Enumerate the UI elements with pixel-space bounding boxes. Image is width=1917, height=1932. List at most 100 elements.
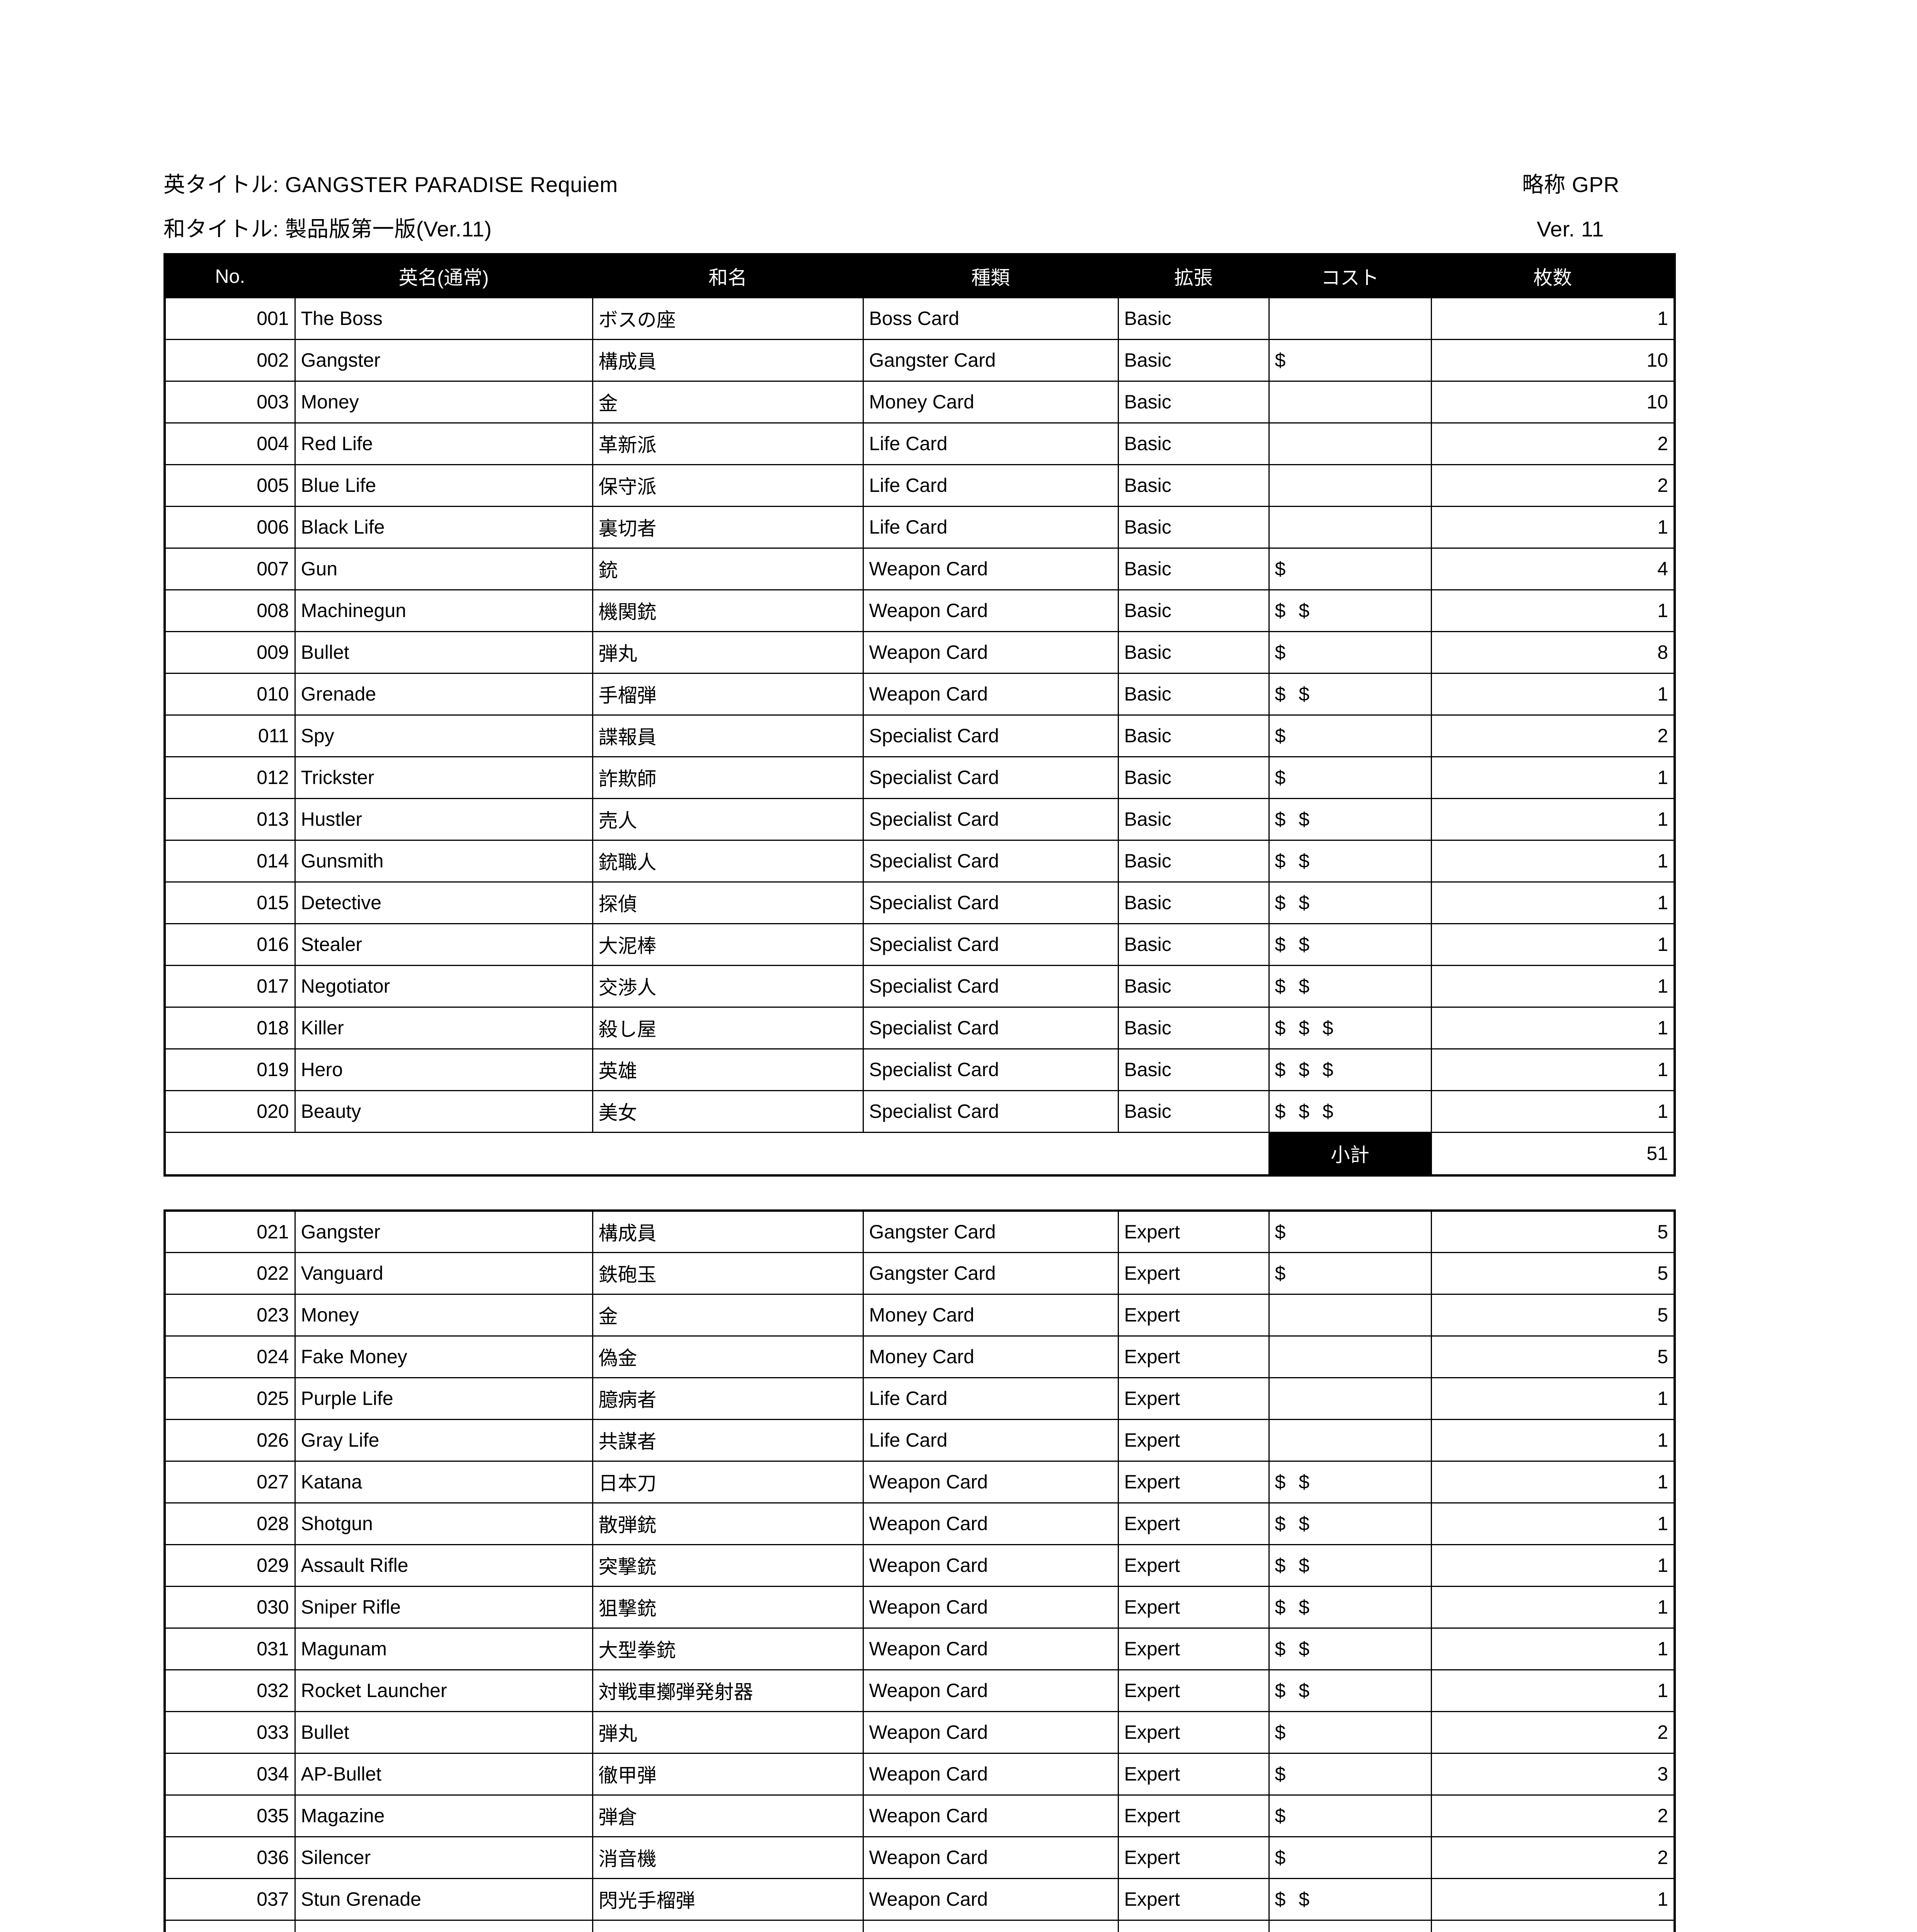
card-expansion: Expert — [1117, 1919, 1270, 1932]
subtotal-label: 小計 — [1268, 1131, 1432, 1176]
card-no: 032 — [164, 1669, 296, 1712]
col-header-no: No. — [164, 253, 296, 298]
card-cost — [1268, 1293, 1432, 1337]
card-type: Weapon Card — [862, 1460, 1119, 1503]
card-count: 3 — [1430, 1752, 1675, 1796]
card-japanese-name: 大型拳銃 — [592, 1627, 864, 1670]
english-title: 英タイトル: GANGSTER PARADISE Requiem — [163, 172, 618, 197]
col-header-type: 種類 — [862, 253, 1119, 298]
card-expansion: Expert — [1117, 1544, 1270, 1587]
card-cost: $ $ — [1268, 1502, 1432, 1545]
header-row-english: 英タイトル: GANGSTER PARADISE Requiem 略称 GPR — [163, 162, 1674, 207]
japanese-title: 和タイトル: 製品版第一版(Ver.11) — [163, 217, 492, 241]
card-japanese-name: 散弾銃 — [592, 1502, 864, 1545]
card-expansion: Expert — [1117, 1836, 1270, 1879]
card-cost: $ — [1268, 714, 1432, 757]
table-row: 023 Money 金 Money Card Expert 5 — [164, 1293, 1675, 1337]
card-english-name: Killer — [294, 1006, 593, 1049]
card-count: 1 — [1430, 798, 1675, 841]
card-english-name: Sniper Rifle — [294, 1585, 593, 1629]
card-english-name: Hustler — [294, 798, 593, 841]
card-cost: $ $ — [1268, 1878, 1432, 1921]
card-type: Weapon Card — [862, 631, 1119, 674]
card-no: 038 — [164, 1919, 296, 1932]
card-no: 004 — [164, 422, 296, 465]
card-cost — [1268, 297, 1432, 340]
card-type: Specialist Card — [862, 1919, 1119, 1932]
card-no: 037 — [164, 1878, 296, 1921]
card-cost — [1268, 464, 1432, 507]
card-type: Specialist Card — [862, 923, 1119, 966]
table-row: 022 Vanguard 鉄砲玉 Gangster Card Expert $5 — [164, 1252, 1675, 1295]
card-type: Money Card — [862, 1293, 1119, 1337]
card-count: 1 — [1430, 1006, 1675, 1049]
card-count: 5 — [1430, 1293, 1675, 1337]
card-type: Life Card — [862, 505, 1119, 549]
card-english-name: Stealer — [294, 923, 593, 966]
card-cost: $ $ — [1268, 839, 1432, 883]
card-no: 011 — [164, 714, 296, 757]
card-cost: $ — [1268, 1919, 1432, 1932]
card-no: 036 — [164, 1836, 296, 1879]
card-no: 015 — [164, 881, 296, 924]
card-japanese-name: 美女 — [592, 1090, 864, 1133]
card-no: 018 — [164, 1006, 296, 1049]
card-cost: $ $ — [1268, 881, 1432, 924]
card-cost: $ — [1268, 756, 1432, 799]
card-count: 1 — [1430, 1048, 1675, 1091]
card-expansion: Basic — [1117, 589, 1270, 632]
table-row: 026 Gray Life 共謀者 Life Card Expert 1 — [164, 1418, 1675, 1462]
card-count: 1 — [1430, 839, 1675, 883]
card-type: Weapon Card — [862, 1502, 1119, 1545]
card-no: 013 — [164, 798, 296, 841]
card-expansion: Expert — [1117, 1210, 1270, 1253]
card-expansion: Basic — [1117, 714, 1270, 757]
card-cost — [1268, 505, 1432, 549]
card-expansion: Basic — [1117, 547, 1270, 590]
card-expansion: Basic — [1117, 964, 1270, 1008]
table-row: 021 Gangster 構成員 Gangster Card Expert $5 — [164, 1210, 1675, 1253]
card-japanese-name: 徹甲弾 — [592, 1752, 864, 1796]
card-english-name: Spy — [294, 714, 593, 757]
card-english-name: Silencer — [294, 1836, 593, 1879]
table-row: 006 Black Life 裏切者 Life Card Basic 1 — [164, 505, 1675, 549]
card-cost — [1268, 422, 1432, 465]
card-japanese-name: 諜報員 — [592, 714, 864, 757]
card-type: Gangster Card — [862, 338, 1119, 382]
card-no: 023 — [164, 1293, 296, 1337]
card-cost: $ $ — [1268, 1460, 1432, 1503]
card-no: 001 — [164, 297, 296, 340]
card-count: 1 — [1430, 297, 1675, 340]
card-type: Specialist Card — [862, 714, 1119, 757]
card-no: 010 — [164, 672, 296, 716]
card-no: 027 — [164, 1460, 296, 1503]
card-cost: $ $ — [1268, 672, 1432, 716]
card-expansion: Expert — [1117, 1418, 1270, 1462]
card-count: 2 — [1430, 1836, 1675, 1879]
card-no: 016 — [164, 923, 296, 966]
card-type: Life Card — [862, 1377, 1119, 1420]
card-count: 5 — [1430, 1335, 1675, 1378]
card-english-name: Gray Life — [294, 1418, 593, 1462]
table-row: 002 Gangster 構成員 Gangster Card Basic $10 — [164, 338, 1675, 382]
card-english-name: Katana — [294, 1460, 593, 1503]
card-type: Money Card — [862, 1335, 1119, 1378]
card-japanese-name: 弾丸 — [592, 1711, 864, 1754]
card-english-name: Black Life — [294, 505, 593, 549]
card-japanese-name: 詐欺師 — [592, 756, 864, 799]
card-japanese-name: 日本刀 — [592, 1460, 864, 1503]
card-expansion: Basic — [1117, 1006, 1270, 1049]
table-row: 015 Detective 探偵 Specialist Card Basic $ $1 — [164, 881, 1675, 924]
card-cost: $ $ — [1268, 1627, 1432, 1670]
card-english-name: Stun Grenade — [294, 1878, 593, 1921]
table-row: 030 Sniper Rifle 狙撃銃 Weapon Card Expert $ $1 — [164, 1585, 1675, 1629]
card-no: 025 — [164, 1377, 296, 1420]
table-row: 028 Shotgun 散弾銃 Weapon Card Expert $ $1 — [164, 1502, 1675, 1545]
card-english-name: Hero — [294, 1048, 593, 1091]
card-no: 017 — [164, 964, 296, 1008]
card-type: Specialist Card — [862, 756, 1119, 799]
card-cost: $ $ — [1268, 964, 1432, 1008]
card-type: Weapon Card — [862, 589, 1119, 632]
card-english-name: Gunsmith — [294, 839, 593, 883]
